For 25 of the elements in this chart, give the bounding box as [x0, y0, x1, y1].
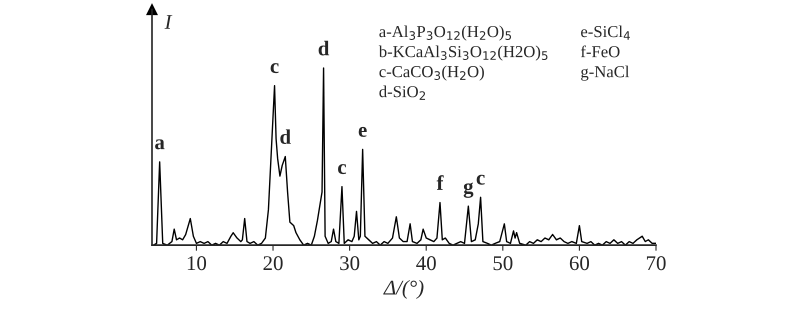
annotation: c: [476, 174, 485, 185]
x-tick-label: 40: [416, 256, 436, 270]
x-tick-label: 60: [570, 256, 590, 270]
text: a-Al$_{3}$P$_{3}$O$_{12}$(H$_{2}$O)$_{5}$: [379, 25, 512, 41]
annotation: d: [280, 129, 291, 144]
annotation: c: [338, 164, 346, 174]
annotation: d-SiO$_{2}$: [379, 86, 426, 100]
x-tick-label: 10: [188, 256, 206, 270]
x-tick-label: 50: [494, 256, 512, 270]
text: b-KCaAl$_{3}$Si$_{3}$O$_{12}$(H2O)$_{5}$: [378, 46, 548, 61]
x-axis-title: Δ/(°): [383, 280, 424, 299]
text: f-FeO: [580, 45, 620, 58]
x-tick-label: 30: [340, 256, 360, 270]
annotation: c-CaCO$_{3}$(H$_{2}$O): [379, 66, 484, 81]
annotation: g: [464, 182, 474, 198]
x-tick-label: 70: [646, 256, 666, 270]
annotation: e: [358, 126, 367, 137]
annotation: c: [270, 63, 279, 74]
text: e-SiCl$_{4}$: [581, 25, 630, 40]
annotation: a: [155, 139, 165, 150]
annotation: f: [436, 175, 444, 190]
annotation: g-NaCl: [581, 66, 630, 81]
y-axis-title: I: [164, 15, 172, 29]
x-tick-label: 20: [264, 256, 283, 270]
annotation: d: [318, 40, 330, 56]
